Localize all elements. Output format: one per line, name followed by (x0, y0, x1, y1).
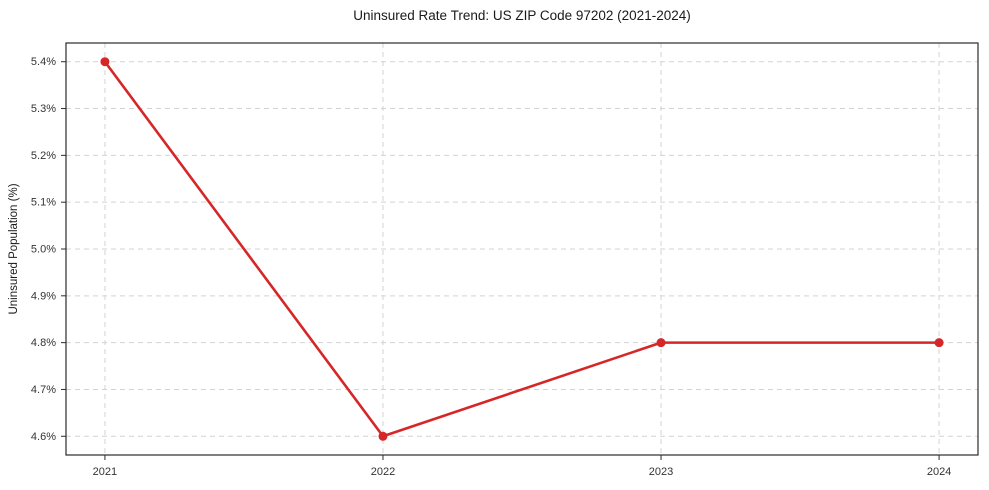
y-tick-label: 4.7% (31, 384, 56, 396)
plot-border (65, 42, 979, 456)
y-tick-label: 5.4% (31, 56, 56, 68)
y-tick-label: 5.0% (31, 244, 56, 256)
data-point-marker (378, 431, 388, 441)
data-point-marker (934, 338, 944, 348)
x-tick-label: 2021 (93, 466, 117, 478)
x-tick-label: 2022 (371, 466, 395, 478)
data-point-marker (100, 57, 110, 67)
y-tick-label: 4.9% (31, 290, 56, 302)
trend-line (103, 60, 941, 438)
chart-title: Uninsured Rate Trend: US ZIP Code 97202 … (353, 8, 691, 23)
y-tick-label: 5.2% (31, 150, 56, 162)
y-tick-label: 4.6% (31, 431, 56, 443)
x-tick-label: 2023 (649, 466, 673, 478)
y-axis-title: Uninsured Population (%) (8, 183, 20, 315)
y-tick-label: 5.1% (31, 197, 56, 209)
y-tick-label: 5.3% (31, 103, 56, 115)
y-tick-label: 4.8% (31, 337, 56, 349)
data-point-marker (656, 338, 666, 348)
x-tick-label: 2024 (927, 466, 951, 478)
